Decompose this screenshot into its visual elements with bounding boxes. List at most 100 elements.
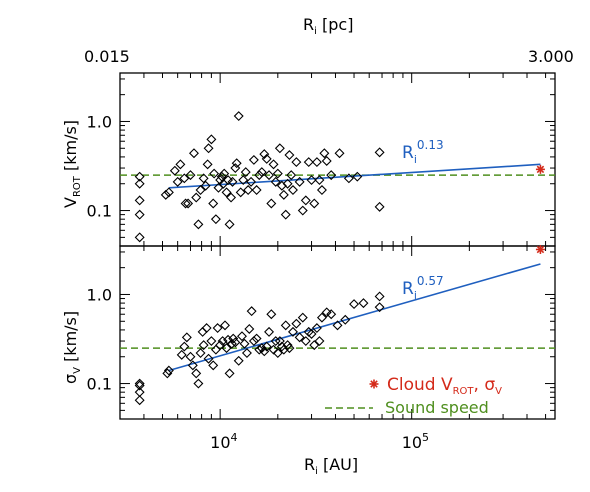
data-point (246, 306, 257, 317)
data-point (195, 185, 206, 195)
y-tick-label: 0.1 (87, 375, 112, 394)
data-point (297, 312, 308, 323)
x-tick-label: 105 (402, 431, 429, 452)
data-point (181, 332, 192, 343)
data-point (303, 157, 314, 168)
data-point (134, 380, 145, 391)
data-point (198, 340, 209, 351)
data-point (300, 195, 311, 206)
data-point (254, 344, 265, 355)
data-point (210, 344, 221, 355)
data-point (193, 219, 204, 230)
data-point (332, 320, 343, 331)
data-point (180, 198, 191, 209)
bottom-panel: 0.1 1.0 104 105 Ri0.57 σV [km/s] Ri [AU] (61, 244, 556, 477)
data-point (195, 348, 206, 359)
top-y-axis-title: VROT [km/s] (61, 120, 83, 208)
data-point (217, 336, 228, 347)
data-point (248, 336, 259, 347)
data-point (228, 333, 239, 344)
y-tick-label: 1.0 (87, 112, 112, 131)
data-point (224, 219, 235, 230)
data-point (134, 209, 145, 220)
data-point (278, 189, 289, 200)
data-point (374, 201, 385, 212)
data-point (203, 353, 214, 364)
data-point (334, 148, 345, 159)
bottom-panel-frame (119, 245, 556, 420)
data-point (191, 192, 202, 203)
data-point (284, 343, 295, 354)
data-point (309, 198, 320, 209)
data-point (215, 340, 226, 351)
top-data-points (134, 111, 385, 243)
data-point (314, 336, 325, 347)
data-point (134, 195, 145, 206)
data-point (266, 198, 277, 209)
data-point (226, 192, 237, 203)
data-point (221, 343, 232, 354)
data-point (233, 355, 244, 366)
data-point (286, 170, 297, 181)
data-point (191, 368, 202, 379)
data-point (239, 338, 250, 349)
data-point (268, 159, 279, 170)
top-panel-frame (119, 72, 556, 247)
legend-cloud-label: Cloud VROT, σV (387, 375, 502, 397)
legend: Cloud VROT, σV Sound speed (325, 375, 502, 417)
data-point (268, 344, 279, 355)
top-fit-label: Ri0.13 (402, 138, 444, 166)
data-point (243, 185, 254, 195)
cloud-star-stroke (370, 380, 378, 388)
data-point (349, 299, 360, 310)
data-point (230, 337, 241, 348)
data-point (306, 329, 317, 339)
data-point (291, 318, 302, 329)
data-point (280, 209, 291, 220)
data-point (343, 173, 354, 184)
data-point (274, 143, 285, 154)
data-point (187, 360, 198, 371)
data-point (134, 387, 145, 398)
data-point (185, 351, 196, 362)
data-point (374, 291, 385, 302)
data-point (160, 189, 171, 200)
data-point (227, 176, 238, 187)
data-point (297, 205, 308, 216)
data-point (374, 147, 385, 158)
data-point (201, 323, 212, 334)
data-point (134, 171, 145, 182)
data-point (235, 187, 246, 198)
data-point (300, 336, 311, 347)
data-point (209, 168, 220, 179)
data-point (188, 148, 199, 159)
data-point (340, 314, 351, 325)
data-point (276, 341, 287, 352)
data-point (240, 167, 251, 178)
data-point (134, 178, 145, 189)
data-point (254, 170, 265, 181)
data-point (282, 340, 293, 351)
data-point (358, 298, 369, 309)
data-point (219, 168, 230, 179)
y-tick-label: 1.0 (87, 285, 112, 304)
data-point (261, 341, 272, 352)
data-point (236, 331, 247, 342)
data-point (274, 336, 285, 347)
data-point (203, 143, 214, 154)
data-point (314, 175, 325, 186)
bottom-panel-ticks: 0.1 1.0 104 105 (87, 246, 555, 452)
data-point (316, 185, 327, 195)
data-point (224, 368, 235, 379)
data-point (264, 170, 275, 181)
data-point (282, 178, 293, 189)
data-point (374, 302, 385, 313)
data-point (231, 158, 242, 169)
cloud-star-stroke (536, 245, 545, 254)
top-axis-min-label: 0.015 (84, 47, 130, 66)
data-point (270, 176, 281, 187)
data-point (176, 349, 187, 360)
data-point (280, 320, 291, 331)
data-point (206, 336, 217, 347)
data-point (309, 340, 320, 351)
